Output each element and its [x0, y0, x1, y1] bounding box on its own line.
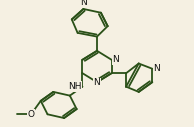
Text: NH: NH — [68, 82, 81, 91]
Text: N: N — [113, 55, 119, 64]
Text: N: N — [94, 78, 100, 87]
Text: N: N — [153, 64, 160, 73]
Text: N: N — [80, 0, 87, 7]
Text: O: O — [28, 110, 35, 119]
